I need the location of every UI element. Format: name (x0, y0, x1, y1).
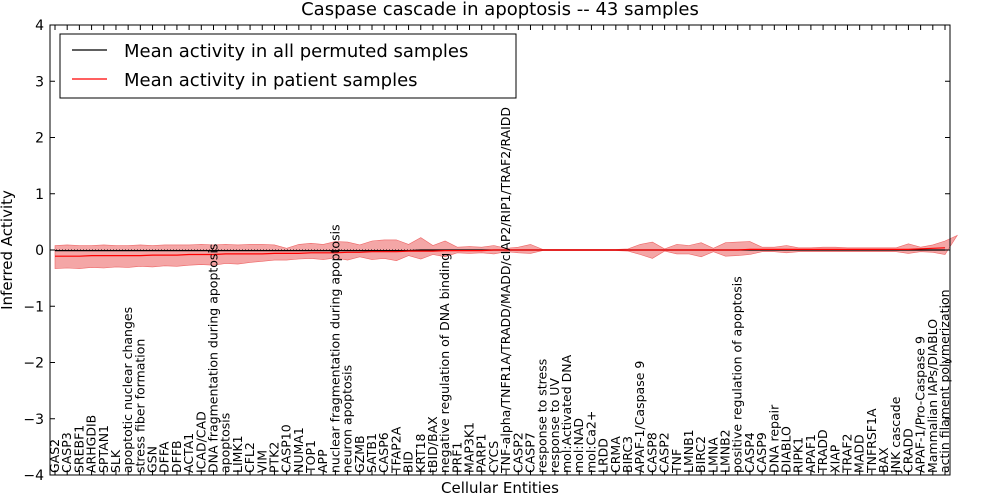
x-tick-label: BIRC2 (693, 436, 708, 473)
x-tick-label: LRDD (596, 438, 611, 473)
confidence-band (54, 234, 959, 269)
x-tick-label: MAP3K1 (462, 422, 477, 473)
series-line-1 (55, 247, 946, 257)
chart-title: Caspase cascade in apoptosis -- 43 sampl… (301, 0, 699, 20)
y-tick-label: −2 (23, 356, 44, 372)
x-tick-label: CRMA (608, 436, 623, 473)
x-tick-label: positive regulation of apoptosis (730, 276, 745, 473)
x-tick-label: LIMK1 (230, 435, 245, 473)
x-tick-label: RIPK1 (791, 437, 806, 473)
legend-label-permuted: Mean activity in all permuted samples (124, 41, 468, 62)
x-tick-label: BAX (876, 447, 891, 473)
x-tick-label: DNA fragmentation during apoptosis (206, 244, 221, 473)
legend-box (59, 33, 517, 99)
x-tick-label: GSN (145, 446, 160, 473)
x-tick-label: MADD (852, 434, 867, 473)
x-tick-label: APAF-1/Pro-Caspase 9 (913, 336, 928, 473)
x-tick-label: ICAD/CAD (193, 411, 208, 473)
x-tick-label: TRAF2 (840, 433, 855, 474)
x-tick-label: SATB1 (364, 433, 379, 473)
x-tick-label: tBID/BAX (425, 416, 440, 473)
y-tick-label: −4 (23, 468, 44, 484)
x-tick-label: SREBF1 (71, 425, 86, 473)
x-tick-label: mol:Ca2+ (583, 411, 598, 473)
y-tick-label: −1 (23, 299, 44, 315)
x-tick-label: PARP1 (474, 434, 489, 473)
x-tick-label: CASP3 (59, 432, 74, 473)
y-axis-label: Inferred Activity (0, 190, 16, 310)
y-tick-label: 2 (35, 131, 44, 147)
y-tick-label: 4 (35, 18, 44, 34)
x-tick-label: LMNB2 (718, 429, 733, 473)
x-tick-label: DFFA (157, 441, 172, 473)
x-tick-label: DIABLO (779, 426, 794, 473)
x-tick-label: PRF1 (449, 442, 464, 473)
x-tick-label: mol:Activated DNA (559, 354, 574, 473)
x-tick-label: response to UV (547, 378, 562, 473)
x-tick-label: apoptotic nuclear changes (120, 307, 135, 473)
x-tick-label: APAF1 (803, 434, 818, 473)
x-tick-label: SPTAN1 (96, 425, 111, 473)
legend: Mean activity in all permuted samples Me… (59, 33, 517, 99)
x-tick-label: CASP2 (510, 432, 525, 473)
x-tick-label: ACTA1 (181, 433, 196, 473)
x-tick-label: CASP7 (523, 432, 538, 473)
x-axis-label: Cellular Entities (441, 479, 559, 497)
x-tick-label: CYCS (486, 441, 501, 473)
x-tick-label: JNK cascade (888, 396, 903, 474)
x-tick-label: TRADD (815, 429, 830, 474)
x-tick-label: TNF-alpha/TNFR1A/TRADD/MADD/cIAP2/RIP1/T… (498, 107, 513, 474)
x-tick-label: CASP4 (742, 432, 757, 473)
x-tick-label: KRT18 (413, 433, 428, 473)
x-tick-label: apoptosis (218, 413, 233, 473)
x-tick-label: TNF (669, 449, 684, 474)
x-tick-label: LMNB1 (681, 429, 696, 473)
x-tick-label: NUMA1 (291, 427, 306, 473)
x-tick-label: TNFRSF1A (864, 408, 879, 474)
x-tick-label: Mammalian IAPs/DIABLO (925, 319, 940, 473)
x-tick-label: APAF-1/Caspase 9 (632, 361, 647, 473)
x-tick-label: actin filament polymerization (937, 289, 952, 473)
x-tick-label: CFL2 (242, 442, 257, 473)
x-tick-label: CRADD (900, 428, 915, 473)
x-tick-label: TOP1 (303, 440, 318, 474)
y-tick-label: 3 (35, 74, 44, 90)
x-tick-label: CASP10 (279, 424, 294, 473)
x-tick-label: DFFB (169, 440, 184, 473)
x-tick-label: BID (401, 451, 416, 473)
x-tick-label: CASP9 (754, 432, 769, 473)
x-tick-label: DNA repair (766, 404, 781, 473)
x-tick-label: CASP2 (657, 432, 672, 473)
x-tick-label: XIAP (827, 444, 842, 473)
x-tick-label: APP (315, 449, 330, 473)
x-tick-label: negative regulation of DNA binding (437, 253, 452, 473)
x-tick-label: CASP6 (376, 432, 391, 473)
x-tick-label: VIM (254, 450, 269, 473)
x-tick-label: SLK (108, 449, 123, 473)
legend-label-patient: Mean activity in patient samples (124, 70, 418, 91)
x-tick-label: ARHGDIB (84, 415, 99, 473)
plot-area: −4 −3 −2 −1 0 1 2 3 4 GAS2CASP3SREBF1ARHGDIBSPTAN… (23, 18, 959, 484)
y-tick-label: −3 (23, 412, 44, 428)
y-tick-label: 0 (35, 243, 44, 259)
x-tick-label: nuclear fragmentation during apoptosis (327, 224, 342, 473)
x-tick-label: LMNA (705, 437, 720, 473)
x-tick-label: GAS2 (47, 439, 62, 473)
x-tick-label: GZMB (352, 435, 367, 473)
x-tick-label: PTK2 (267, 442, 282, 473)
x-tick-label: mol:NAD (571, 418, 586, 473)
x-tick-label: response to stress (535, 359, 550, 473)
x-tick-label: CASP8 (644, 432, 659, 473)
x-tick-label: TFAP2A (388, 426, 403, 474)
x-tick-label: BIRC3 (620, 436, 635, 473)
y-tick-label: 1 (35, 187, 44, 203)
x-tick-label: stress fiber formation (132, 339, 147, 473)
x-tick-label: neuron apoptosis (340, 365, 355, 473)
